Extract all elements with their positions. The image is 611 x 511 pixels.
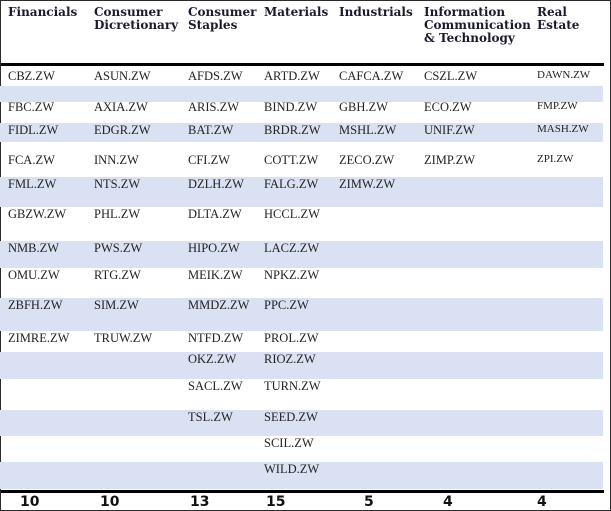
ticker-cell: FBC.ZW [8, 100, 55, 114]
ticker-cell: DAWN.ZW [537, 69, 591, 81]
column-total: 5 [364, 494, 374, 510]
column-header-ind: Industrials [339, 5, 413, 19]
ticker-cell: ECO.ZW [424, 100, 472, 114]
ticker-cell: NTFD.ZW [188, 331, 244, 345]
ticker-cell: CFI.ZW [188, 153, 231, 167]
ticker-cell: BRDR.ZW [264, 123, 321, 137]
ticker-cell: ZPI.ZW [537, 153, 574, 165]
ticker-cell: AXIA.ZW [94, 100, 148, 114]
ticker-cell: NPKZ.ZW [264, 268, 320, 282]
ticker-cell: RIOZ.ZW [264, 352, 316, 366]
ticker-cell: ZIMP.ZW [424, 153, 476, 167]
row-band [0, 241, 603, 268]
column-header-mat: Materials [264, 5, 329, 19]
ticker-cell: OKZ.ZW [188, 352, 237, 366]
ticker-cell: TURN.ZW [264, 379, 321, 393]
ticker-cell: CAFCA.ZW [339, 69, 404, 83]
ticker-cell: RTG.ZW [94, 268, 141, 282]
ticker-cell: DZLH.ZW [188, 177, 244, 191]
ticker-cell: ZIMW.ZW [339, 177, 396, 191]
ticker-cell: DLTA.ZW [188, 207, 242, 221]
ticker-cell: SACL.ZW [188, 379, 243, 393]
ticker-cell: MASH.ZW [537, 123, 589, 135]
ticker-cell: NMB.ZW [8, 241, 60, 255]
row-band [0, 410, 603, 436]
ticker-cell: TRUW.ZW [94, 331, 153, 345]
ticker-cell: CBZ.ZW [8, 69, 55, 83]
ticker-cell: FALG.ZW [264, 177, 319, 191]
column-total: 10 [20, 494, 40, 510]
ticker-cell: ZBFH.ZW [8, 298, 63, 312]
column-header-ict: Communication [424, 18, 531, 32]
ticker-cell: FML.ZW [8, 177, 57, 191]
ticker-cell: INN.ZW [94, 153, 139, 167]
ticker-cell: EDGR.ZW [94, 123, 151, 137]
ticker-cell: CSZL.ZW [424, 69, 478, 83]
column-total: 4 [443, 494, 453, 510]
ticker-cell: BIND.ZW [264, 100, 318, 114]
ticker-cell: PROL.ZW [264, 331, 319, 345]
ticker-cell: OMU.ZW [8, 268, 60, 282]
ticker-cell: PPC.ZW [264, 298, 309, 312]
column-header-ict: & Technology [424, 31, 515, 45]
column-header-cd: Consumer [94, 5, 163, 19]
ticker-cell: HIPO.ZW [188, 241, 240, 255]
ticker-cell: ZECO.ZW [339, 153, 395, 167]
column-total: 13 [190, 494, 210, 510]
ticker-cell: UNIF.ZW [424, 123, 475, 137]
ticker-cell: LACZ.ZW [264, 241, 320, 255]
footer-divider [1, 490, 604, 493]
ticker-cell: BAT.ZW [188, 123, 234, 137]
ticker-cell: AFDS.ZW [188, 69, 243, 83]
ticker-cell: GBH.ZW [339, 100, 388, 114]
column-header-cd: Dicretionary [94, 18, 179, 32]
row-band [0, 352, 603, 379]
ticker-cell: ASUN.ZW [94, 69, 151, 83]
ticker-cell: SCIL.ZW [264, 436, 314, 450]
column-total: 4 [537, 494, 547, 510]
ticker-cell: FMP.ZW [537, 100, 578, 112]
ticker-cell: NTS.ZW [94, 177, 141, 191]
column-header-re: Estate [537, 18, 580, 32]
row-band [0, 462, 603, 489]
ticker-cell: ARIS.ZW [188, 100, 240, 114]
column-header-cs: Consumer [188, 5, 257, 19]
ticker-cell: SEED.ZW [264, 410, 318, 424]
ticker-cell: FIDL.ZW [8, 123, 59, 137]
ticker-cell: MMDZ.ZW [188, 298, 250, 312]
ticker-cell: MEIK.ZW [188, 268, 243, 282]
ticker-cell: MSHL.ZW [339, 123, 397, 137]
ticker-cell: COTT.ZW [264, 153, 319, 167]
ticker-cell: ARTD.ZW [264, 69, 320, 83]
ticker-cell: PHL.ZW [94, 207, 141, 221]
row-band [0, 123, 603, 142]
row-band [0, 86, 603, 102]
row-band [0, 177, 603, 207]
ticker-cell: ZIMRE.ZW [8, 331, 70, 345]
ticker-cell: HCCL.ZW [264, 207, 320, 221]
row-band [0, 298, 603, 331]
column-total: 10 [100, 494, 120, 510]
column-header-fin: Financials [8, 5, 78, 19]
column-header-re: Real [537, 5, 567, 19]
ticker-cell: PWS.ZW [94, 241, 143, 255]
ticker-cell: TSL.ZW [188, 410, 233, 424]
ticker-cell: FCA.ZW [8, 153, 55, 167]
header-divider [1, 63, 604, 66]
ticker-cell: GBZW.ZW [8, 207, 67, 221]
column-header-cs: Staples [188, 18, 238, 32]
ticker-cell: SIM.ZW [94, 298, 139, 312]
column-header-ict: Information [424, 5, 506, 19]
column-total: 15 [266, 494, 286, 510]
ticker-cell: WILD.ZW [264, 462, 320, 476]
